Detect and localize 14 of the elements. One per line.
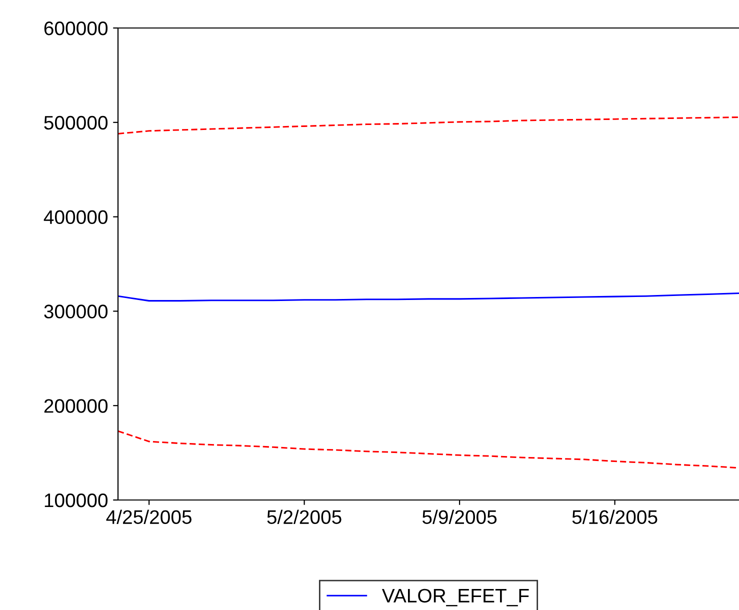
legend-label: VALOR_EFET_F (382, 588, 529, 606)
line-series (118, 116, 739, 134)
y-tick-label: 200000 (44, 399, 108, 413)
line-series (118, 430, 739, 469)
x-tick-label: 5/9/2005 (422, 510, 497, 524)
y-tick-label: 500000 (44, 116, 108, 130)
y-tick-label: 400000 (44, 210, 108, 224)
x-tick-label: 5/16/2005 (572, 510, 658, 524)
y-tick-label: 100000 (44, 493, 108, 508)
line-series (118, 292, 739, 302)
x-tick-label: 5/2/2005 (267, 510, 342, 524)
y-tick-label: 300000 (44, 304, 108, 318)
y-tick-label: 600000 (44, 21, 108, 36)
x-tick-label: 4/25/2005 (106, 510, 192, 524)
